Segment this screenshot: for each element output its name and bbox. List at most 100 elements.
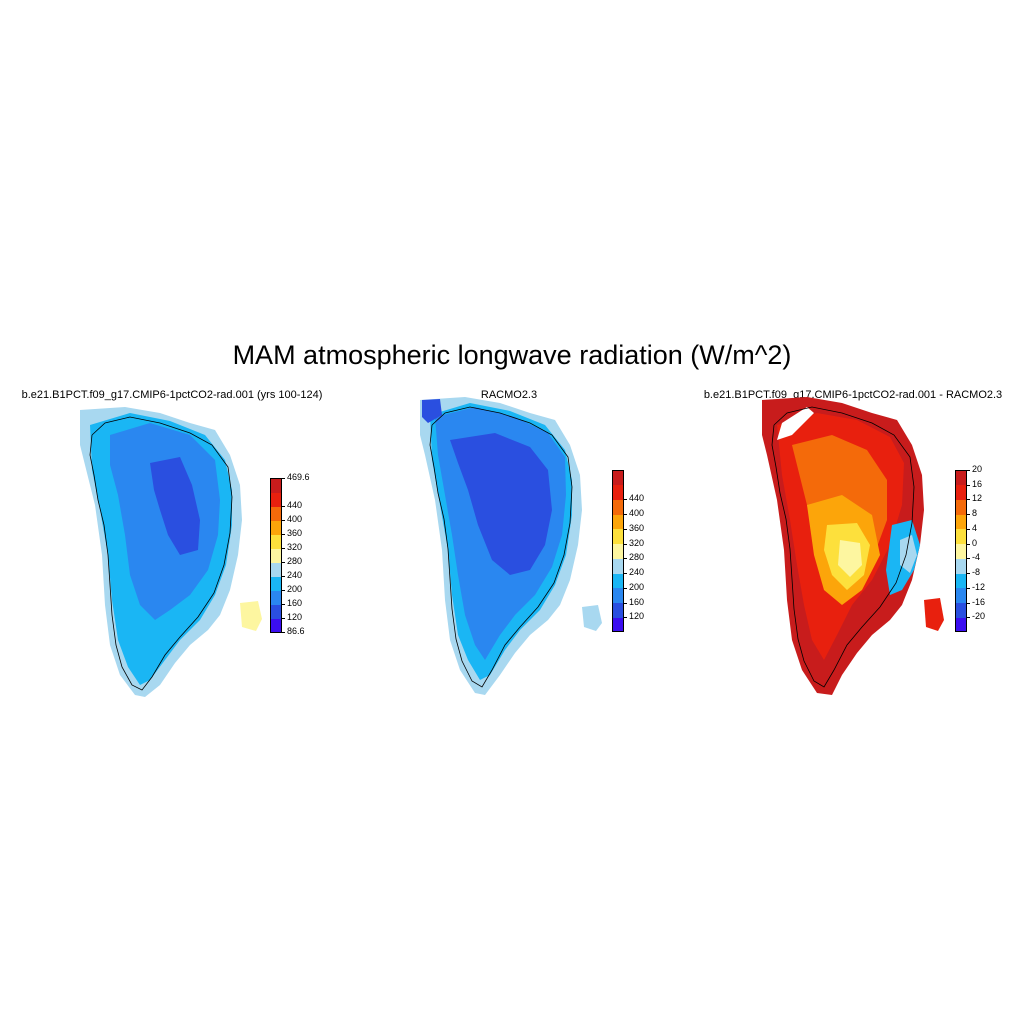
colorbar-label: 280: [287, 556, 303, 566]
diff-summit-pale: [838, 540, 862, 577]
colorbar-tick: [967, 499, 970, 501]
colorbar-label: 8: [972, 508, 978, 519]
panel-3-title: b.e21.B1PCT.f09_g17.CMIP6-1pctCO2-rad.00…: [703, 389, 1003, 401]
colorbar-tick: [624, 617, 627, 619]
colorbar-label: 0: [972, 537, 978, 548]
colorbar-cell: [270, 576, 282, 591]
colorbar-label: 320: [287, 542, 303, 552]
diff-northwest-white: [777, 407, 814, 440]
colorbar-tick: [967, 587, 970, 589]
colorbar-tick: [282, 562, 285, 563]
colorbar-label: 120: [287, 612, 303, 622]
colorbar-tick: [282, 506, 285, 507]
panel-2-colorbar: 120 160 200 240 280 320 360 400 440: [612, 470, 672, 633]
colorbar-label: 160: [287, 598, 303, 608]
iceland-patch: [582, 605, 602, 631]
colorbar-tick: [282, 478, 285, 479]
figure-title: MAM atmospheric longwave radiation (W/m^…: [232, 340, 792, 370]
colorbar-tick: [967, 514, 970, 516]
colorbar-tick: [624, 528, 627, 530]
colorbar-tick: [624, 558, 627, 560]
panel-3-map: [762, 397, 944, 695]
colorbar-tick: [624, 587, 627, 589]
colorbar-cell: [612, 470, 624, 486]
colorbar-tick: [624, 514, 627, 516]
colorbar-cell: [955, 602, 967, 618]
colorbar-label: 200: [629, 581, 645, 592]
colorbar-cell: [612, 528, 624, 545]
colorbar-cell: [612, 499, 624, 515]
colorbar-label: 240: [287, 570, 303, 580]
colorbar-cell: [270, 534, 282, 549]
colorbar-tick: [624, 573, 627, 575]
colorbar-cell: [270, 520, 282, 535]
colorbar-tick: [282, 534, 285, 535]
colorbar-cell: [270, 618, 282, 633]
colorbar-label: 12: [972, 493, 983, 504]
colorbar-label: 360: [287, 528, 303, 538]
colorbar-cell: [612, 617, 624, 633]
colorbar-tick: [967, 602, 970, 604]
colorbar-cell: [612, 543, 624, 559]
colorbar-cell: [955, 470, 967, 486]
colorbar-cell: [612, 514, 624, 530]
colorbar-label: 20: [972, 464, 983, 474]
diff-iceland-patch: [924, 598, 944, 631]
colorbar-cell: [612, 558, 624, 574]
colorbar-label: 16: [972, 478, 983, 489]
panel-1-title: b.e21.B1PCT.f09_g17.CMIP6-1pctCO2-rad.00…: [21, 389, 323, 401]
colorbar-cell: [955, 543, 967, 559]
coastline: [771, 406, 915, 688]
greenland-summit: [450, 433, 552, 575]
colorbar-cell: [270, 492, 282, 507]
colorbar-tick: [282, 632, 285, 633]
colorbar-label: -16: [972, 596, 986, 607]
colorbar-label: -12: [972, 581, 986, 592]
colorbar-tick: [967, 470, 970, 471]
greenland-summit: [150, 457, 200, 555]
colorbar-label: 280: [629, 552, 645, 563]
coastline: [89, 416, 233, 691]
colorbar-label: 469.6: [287, 472, 310, 482]
colorbar-label: 440: [287, 500, 303, 510]
iceland-patch: [240, 601, 262, 631]
colorbar-tick: [967, 617, 970, 619]
colorbar-cell: [612, 587, 624, 604]
colorbar-label: 200: [287, 584, 303, 594]
panel-3-colorbar: -20 -16 -12 -8 -4 0 4 8 12 16 20: [955, 464, 1015, 633]
colorbar-tick: [967, 543, 970, 545]
colorbar-cell: [270, 562, 282, 577]
colorbar-tick: [282, 590, 285, 591]
colorbar-cell: [955, 617, 967, 633]
colorbar-tick: [282, 548, 285, 549]
colorbar-label: 86.6: [287, 626, 305, 636]
colorbar-label: 120: [629, 611, 645, 622]
colorbar-label: 320: [629, 537, 645, 548]
colorbar-label: -4: [972, 552, 981, 563]
coastline: [429, 406, 573, 688]
panel-2-map: [420, 397, 602, 695]
colorbar-tick: [282, 576, 285, 577]
colorbar-tick: [282, 520, 285, 521]
colorbar-cell: [955, 587, 967, 604]
colorbar-label: 440: [629, 493, 645, 504]
colorbar-cell: [955, 558, 967, 574]
colorbar-tick: [967, 573, 970, 575]
colorbar-tick: [967, 558, 970, 560]
colorbar-tick: [624, 499, 627, 501]
colorbar-tick: [624, 602, 627, 604]
colorbar-label: 400: [629, 508, 645, 519]
northwest-patch: [422, 399, 442, 423]
diff-east-pale: [900, 535, 917, 573]
colorbar-tick: [967, 484, 970, 486]
colorbar-label: 160: [629, 596, 645, 607]
colorbar-cell: [612, 602, 624, 618]
colorbar-tick: [967, 528, 970, 530]
colorbar-label: 360: [629, 522, 645, 533]
colorbar-cell: [612, 484, 624, 500]
colorbar-label: 400: [287, 514, 303, 524]
colorbar-cell: [270, 548, 282, 563]
colorbar-tick: [624, 543, 627, 545]
colorbar-tick: [282, 604, 285, 605]
panel-1-colorbar: 86.6 120 160 200 240 280 320 360 400 440 469.6: [270, 472, 330, 636]
